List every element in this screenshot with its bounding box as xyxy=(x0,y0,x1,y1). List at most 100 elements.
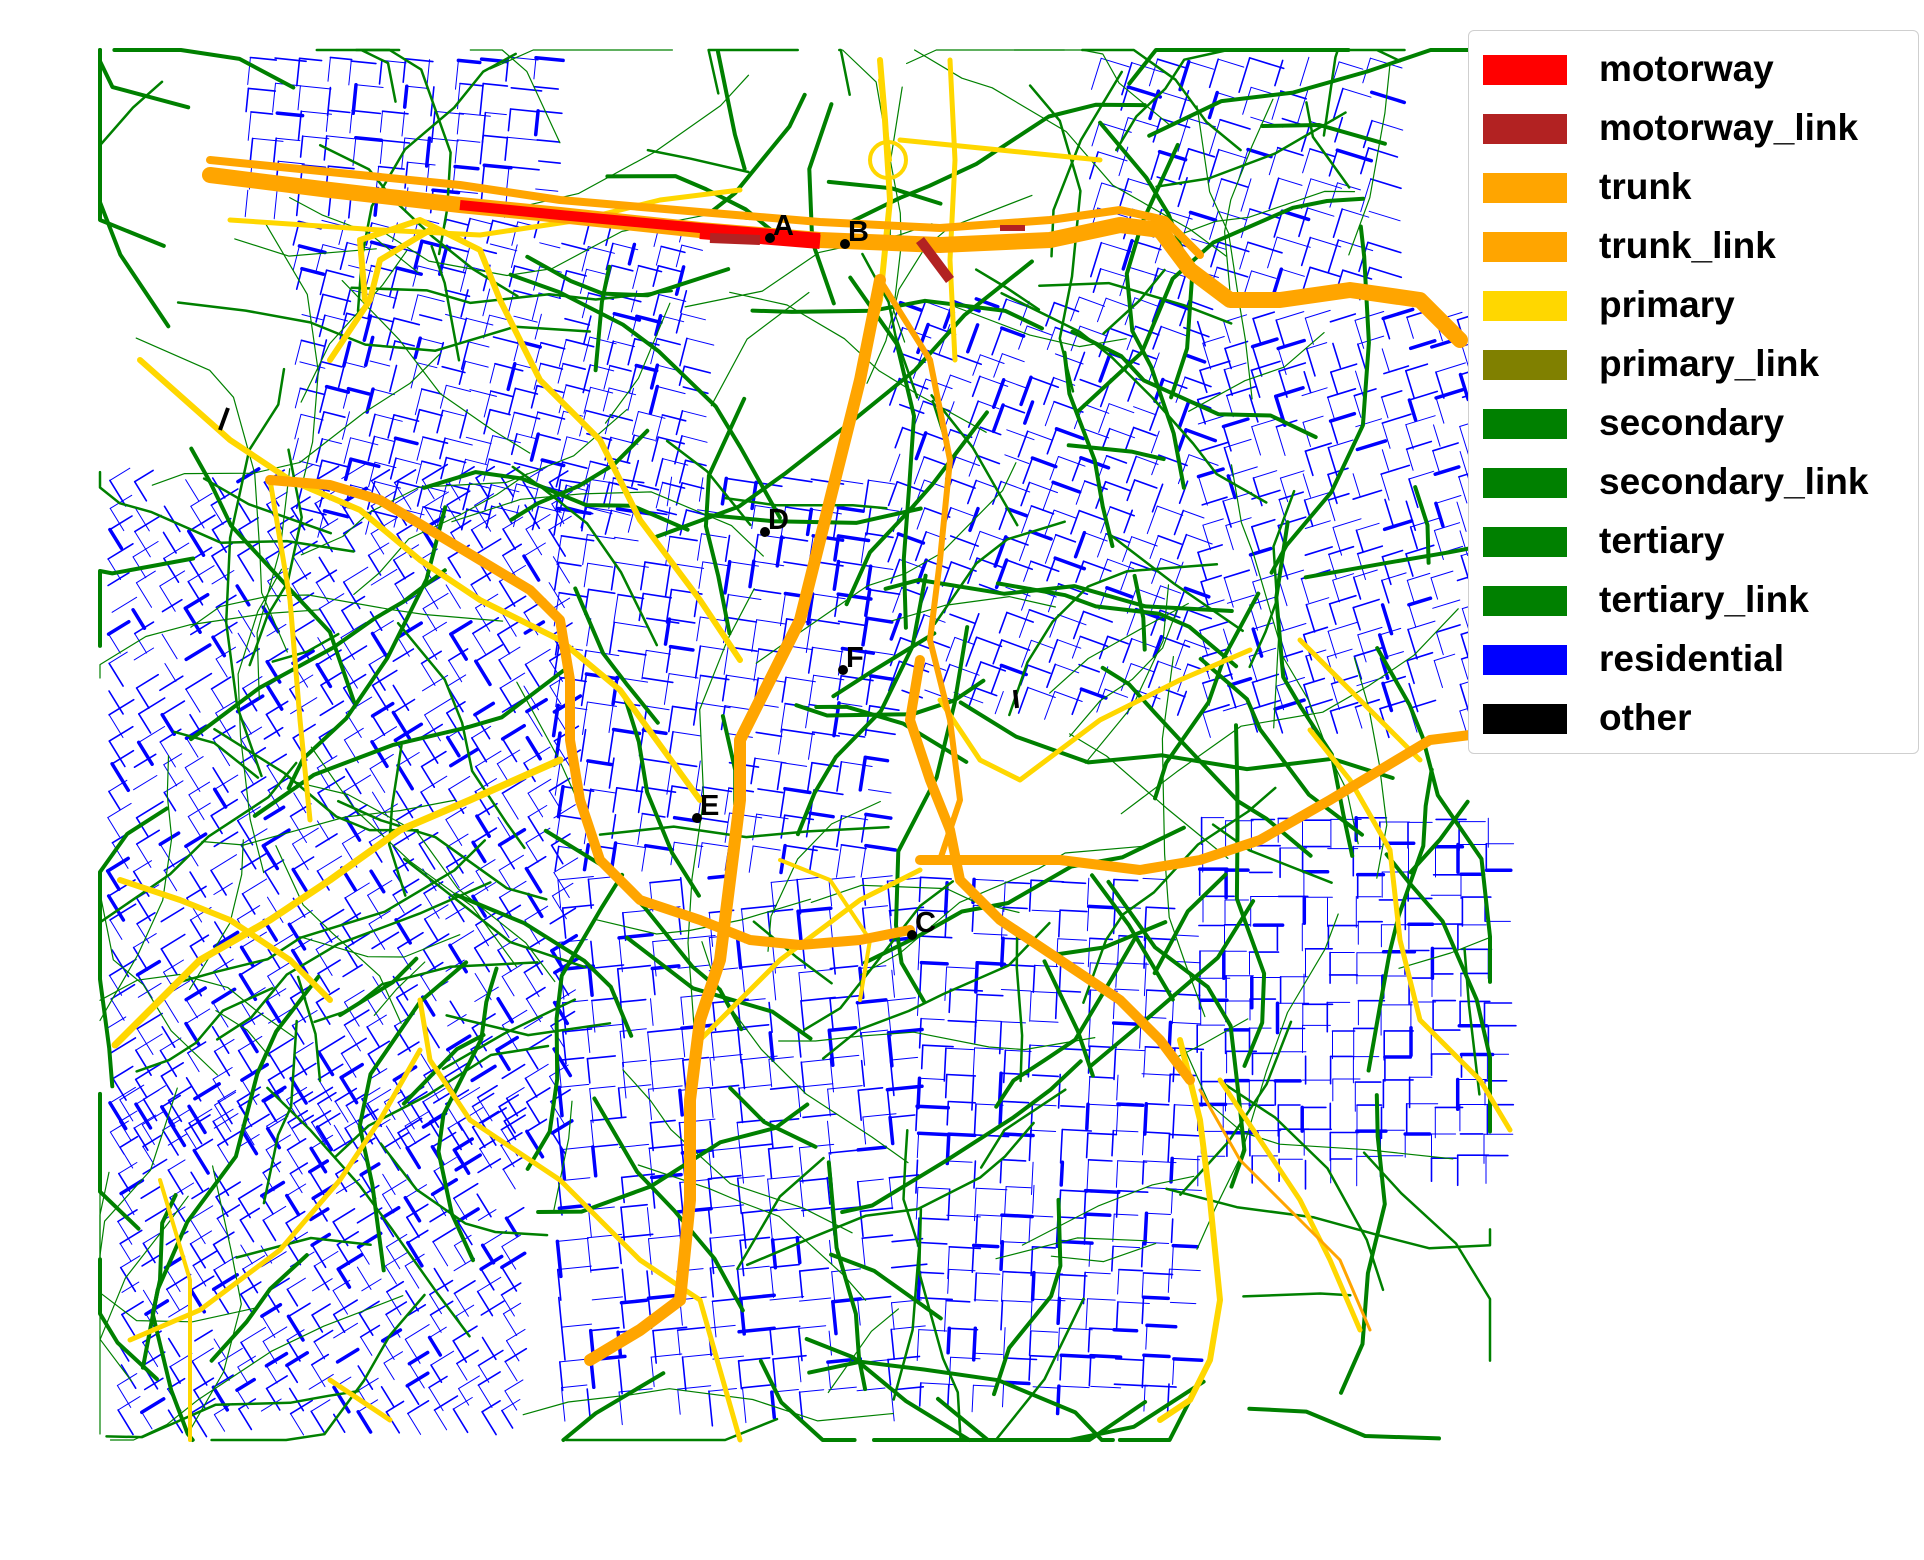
road-segment xyxy=(109,507,125,532)
road-segment xyxy=(511,465,659,647)
road-segment xyxy=(472,827,498,844)
road-segment xyxy=(525,986,546,1000)
road-segment xyxy=(589,1085,616,1090)
road-segment xyxy=(213,1414,226,1432)
road-segment xyxy=(458,1107,484,1123)
road-segment xyxy=(1352,576,1362,600)
road-segment xyxy=(831,1299,838,1336)
road-segment xyxy=(716,49,747,171)
road-segment xyxy=(699,674,730,681)
road-segment xyxy=(710,1032,715,1061)
road-segment xyxy=(863,755,890,763)
road-segment xyxy=(836,760,843,792)
road-segment xyxy=(590,788,617,794)
road-segment xyxy=(316,465,340,481)
road-segment xyxy=(655,245,662,266)
road-segment xyxy=(294,413,302,440)
road-segment xyxy=(1030,560,1060,573)
road-segment xyxy=(169,1365,181,1384)
road-segment xyxy=(290,948,309,976)
road-segment xyxy=(1030,639,1054,649)
road-segment xyxy=(445,712,464,741)
road-segment xyxy=(798,1267,830,1272)
road-segment xyxy=(501,738,518,763)
road-segment xyxy=(808,811,835,819)
road-segment xyxy=(1407,596,1433,607)
road-segment xyxy=(1000,1213,1034,1219)
road-segment xyxy=(915,1104,951,1110)
road-segment xyxy=(211,570,235,585)
road-segment xyxy=(709,1057,714,1087)
road-segment xyxy=(218,1347,243,1364)
road-segment xyxy=(859,1210,864,1238)
road-segment xyxy=(587,562,614,568)
road-segment xyxy=(446,1034,472,1052)
road-segment xyxy=(98,1091,141,1231)
road-segment xyxy=(420,750,447,768)
road-segment xyxy=(593,264,612,373)
road-segment xyxy=(1435,362,1466,373)
road-segment xyxy=(370,740,389,769)
road-segment xyxy=(382,1173,396,1195)
road-segment xyxy=(557,1085,564,1118)
road-segment xyxy=(1239,241,1249,270)
road-segment xyxy=(535,188,559,192)
road-segment xyxy=(108,633,121,654)
road-segment xyxy=(637,813,643,845)
road-segment xyxy=(651,967,656,996)
road-segment xyxy=(796,906,833,914)
road-segment xyxy=(1013,49,1172,127)
road-segment xyxy=(610,561,617,591)
road-segment xyxy=(484,483,493,511)
road-segment xyxy=(972,1384,997,1387)
road-segment xyxy=(191,1347,214,1362)
road-segment xyxy=(1242,1292,1352,1298)
road-segment xyxy=(1305,597,1330,606)
road-segment xyxy=(727,594,762,600)
road-segment xyxy=(1328,149,1339,177)
road-segment xyxy=(1160,635,1191,648)
road-segment xyxy=(339,1062,364,1080)
road-segment xyxy=(525,528,543,556)
road-segment xyxy=(1248,57,1285,70)
road-segment xyxy=(210,1293,426,1442)
road-segment xyxy=(1028,608,1057,621)
road-segment xyxy=(387,744,407,897)
road-segment xyxy=(410,294,419,321)
road-segment xyxy=(1221,417,1250,429)
road-segment xyxy=(1337,239,1374,252)
road-segment xyxy=(675,409,684,436)
road-segment xyxy=(235,584,251,607)
road-segment xyxy=(1091,57,1102,90)
road-segment xyxy=(422,479,435,500)
road-segment xyxy=(452,1148,471,1175)
road-segment xyxy=(489,49,674,70)
road-segment xyxy=(292,1091,314,1105)
road-segment xyxy=(215,646,236,660)
road-segment xyxy=(286,1183,307,1197)
road-segment xyxy=(950,1356,981,1360)
road-segment xyxy=(420,723,444,738)
road-segment xyxy=(410,362,418,389)
road-segment xyxy=(560,1326,566,1361)
road-segment xyxy=(741,1212,747,1249)
road-segment xyxy=(1406,659,1415,685)
road-segment xyxy=(1167,1020,1173,1049)
road-segment xyxy=(864,587,872,618)
road-segment xyxy=(1277,569,1305,579)
road-segment xyxy=(737,1265,770,1270)
road-segment xyxy=(776,761,783,791)
road-segment xyxy=(738,1293,776,1301)
road-segment xyxy=(460,265,468,292)
road-segment xyxy=(947,1019,978,1023)
road-segment xyxy=(668,730,674,759)
road-segment xyxy=(393,722,424,742)
road-segment xyxy=(1143,1101,1149,1136)
road-segment xyxy=(829,1054,860,1059)
road-segment xyxy=(1046,663,1057,689)
road-segment xyxy=(808,674,815,706)
road-segment xyxy=(724,534,731,563)
road-segment xyxy=(446,866,460,889)
road-segment xyxy=(214,1091,237,1106)
road-segment xyxy=(630,459,640,488)
